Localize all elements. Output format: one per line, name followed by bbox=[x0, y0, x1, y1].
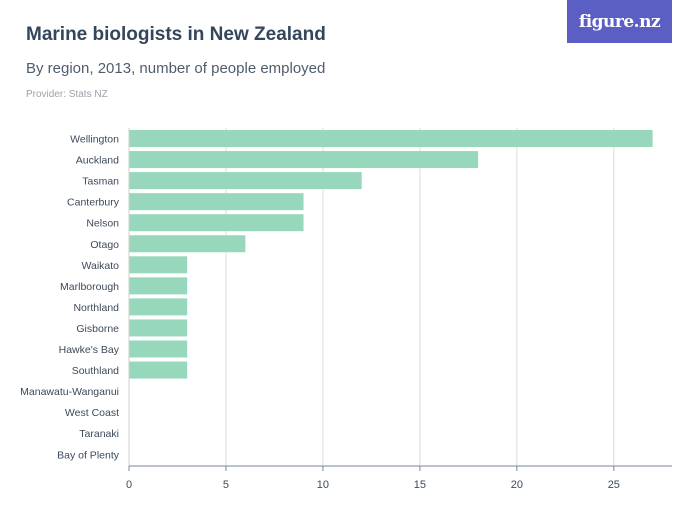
bar-wellington[interactable] bbox=[129, 130, 653, 147]
x-tick-label: 5 bbox=[223, 479, 229, 491]
category-label: Canterbury bbox=[67, 197, 120, 209]
category-label: Tasman bbox=[82, 176, 119, 188]
bar-canterbury[interactable] bbox=[129, 193, 304, 211]
bar-waikato[interactable] bbox=[129, 256, 188, 274]
category-label: Gisborne bbox=[76, 323, 119, 335]
category-label: Waikato bbox=[81, 260, 119, 272]
bar-hawke-s-bay[interactable] bbox=[129, 340, 188, 358]
x-tick-label: 0 bbox=[126, 479, 132, 491]
category-label: Wellington bbox=[70, 134, 119, 146]
category-label: Northland bbox=[73, 302, 119, 314]
bar-gisborne[interactable] bbox=[129, 319, 188, 337]
bar-northland[interactable] bbox=[129, 298, 188, 316]
chart-title: Marine biologists in New Zealand bbox=[26, 24, 326, 45]
category-label: Southland bbox=[72, 365, 119, 377]
bar-nelson[interactable] bbox=[129, 214, 304, 232]
x-tick-label: 10 bbox=[317, 479, 329, 491]
category-label: Taranaki bbox=[79, 428, 119, 440]
category-label: Marlborough bbox=[60, 281, 119, 293]
bar-otago[interactable] bbox=[129, 235, 246, 253]
data-provider: Provider: Stats NZ bbox=[26, 89, 108, 100]
bar-tasman[interactable] bbox=[129, 172, 362, 190]
figure-nz-logo[interactable]: figure.nz bbox=[567, 0, 672, 43]
category-label: Otago bbox=[90, 239, 119, 251]
bar-marlborough[interactable] bbox=[129, 277, 188, 295]
bar-southland[interactable] bbox=[129, 361, 188, 379]
category-label: Manawatu-Wanganui bbox=[20, 386, 119, 398]
category-label: West Coast bbox=[65, 407, 119, 419]
logo-text: figure.nz bbox=[578, 11, 661, 32]
chart-subtitle: By region, 2013, number of people employ… bbox=[26, 60, 326, 77]
x-tick-label: 25 bbox=[608, 479, 620, 491]
category-label: Auckland bbox=[76, 155, 119, 167]
category-label: Hawke's Bay bbox=[59, 344, 120, 356]
x-tick-label: 15 bbox=[414, 479, 426, 491]
category-label: Bay of Plenty bbox=[57, 449, 120, 461]
x-tick-label: 20 bbox=[511, 479, 523, 491]
bar-auckland[interactable] bbox=[129, 151, 479, 169]
category-label: Nelson bbox=[86, 218, 119, 230]
